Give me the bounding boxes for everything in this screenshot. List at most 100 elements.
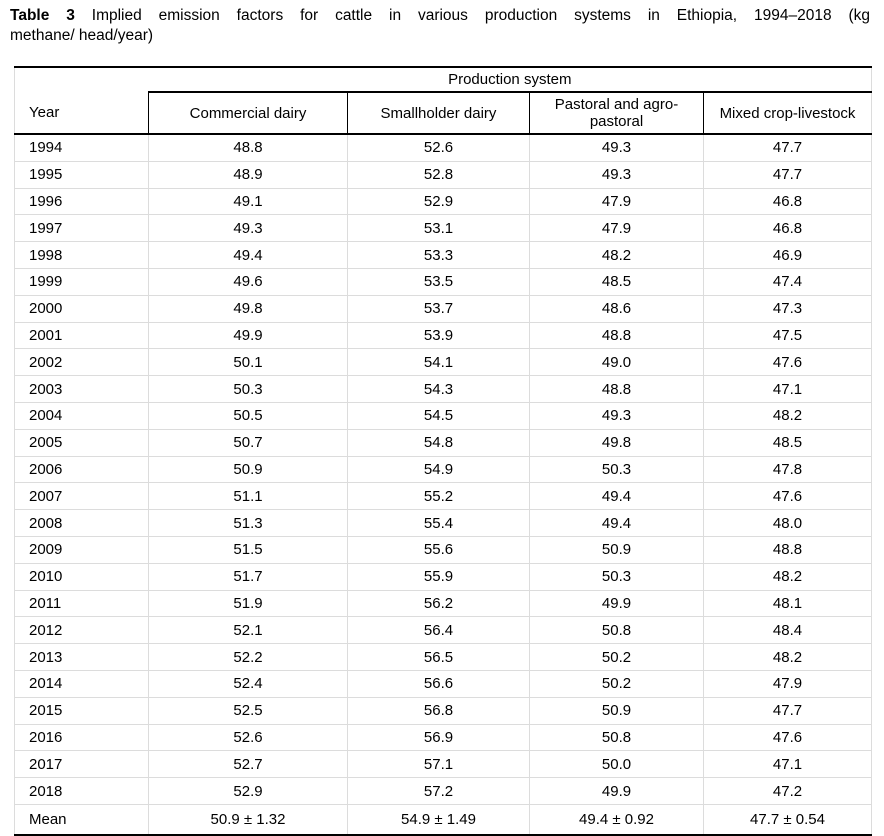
value-cell: 47.8 <box>702 456 872 484</box>
value-cell: 48.0 <box>702 509 872 537</box>
table-row: 2016 52.6 56.9 50.8 47.6 <box>14 724 872 752</box>
table-row: 2017 52.7 57.1 50.0 47.1 <box>14 750 872 779</box>
value-cell: 51.3 <box>148 509 348 537</box>
value-cell: 48.8 <box>148 134 348 162</box>
col-header-pastoral-agro-pastoral: Pastoral and agro-pastoral <box>529 92 704 135</box>
year-cell: 2016 <box>14 724 149 752</box>
value-cell: 52.4 <box>148 670 348 698</box>
value-cell: 50.2 <box>529 643 704 671</box>
table-row: 2018 52.9 57.2 49.9 47.2 <box>14 777 872 805</box>
value-cell: 48.8 <box>529 322 704 350</box>
value-cell: 48.4 <box>702 616 872 645</box>
value-cell: 49.3 <box>529 161 704 189</box>
value-cell: 52.5 <box>148 697 348 725</box>
value-cell: 52.7 <box>148 750 348 779</box>
table-row: 2015 52.5 56.8 50.9 47.7 <box>14 697 872 725</box>
value-cell: 49.4 <box>529 482 704 511</box>
value-cell: 55.4 <box>347 509 530 537</box>
value-cell: 47.1 <box>702 375 872 403</box>
value-cell: 55.9 <box>347 563 530 591</box>
value-cell: 48.8 <box>529 375 704 403</box>
value-cell: 47.5 <box>702 322 872 350</box>
value-cell: 48.6 <box>529 295 704 323</box>
value-cell: 50.8 <box>529 724 704 752</box>
value-cell: 52.6 <box>347 134 530 162</box>
value-cell: 47.3 <box>702 295 872 323</box>
value-cell: 52.9 <box>148 777 348 805</box>
year-cell: 2013 <box>14 643 149 671</box>
mean-row: Mean 50.9 ± 1.32 54.9 ± 1.49 49.4 ± 0.92 47.… <box>15 804 872 835</box>
value-cell: 53.3 <box>347 241 530 269</box>
table-caption: Table 3 Implied emission factors for cat… <box>10 6 870 46</box>
value-cell: 50.5 <box>148 402 348 430</box>
table-row: 1994 48.8 52.6 49.3 47.7 <box>14 134 872 162</box>
value-cell: 50.0 <box>529 750 704 779</box>
value-cell: 50.9 <box>529 697 704 725</box>
value-cell: 47.9 <box>529 188 704 216</box>
value-cell: 55.6 <box>347 536 530 564</box>
value-cell: 56.4 <box>347 616 530 645</box>
value-cell: 47.7 <box>702 161 872 189</box>
table-row: 2002 50.1 54.1 49.0 47.6 <box>14 348 872 377</box>
value-cell: 53.7 <box>347 295 530 323</box>
year-cell: 2009 <box>14 536 149 564</box>
table-caption-line2: methane/ head/year) <box>10 27 154 44</box>
value-cell: 47.9 <box>529 214 704 243</box>
value-cell: 54.9 <box>347 456 530 484</box>
year-cell: 2018 <box>14 777 149 805</box>
value-cell: 54.9 ± 1.49 <box>347 804 530 835</box>
table-row: 1998 49.4 53.3 48.2 46.9 <box>14 241 872 269</box>
year-cell: 1997 <box>14 214 149 243</box>
value-cell: 47.7 ± 0.54 <box>702 804 872 835</box>
value-cell: 48.5 <box>529 268 704 296</box>
value-cell: 49.8 <box>529 429 704 457</box>
value-cell: 53.5 <box>347 268 530 296</box>
value-cell: 48.2 <box>529 241 704 269</box>
value-cell: 54.8 <box>347 429 530 457</box>
table-body: 1994 48.8 52.6 49.3 47.7 1995 48.9 52.8 49.3 47.7… <box>14 134 872 835</box>
table-row: 2012 52.1 56.4 50.8 48.4 <box>14 616 872 645</box>
col-header-smallholder-dairy: Smallholder dairy <box>347 92 530 135</box>
value-cell: 53.9 <box>347 322 530 350</box>
value-cell: 48.5 <box>702 429 872 457</box>
value-cell: 47.7 <box>702 697 872 725</box>
value-cell: 50.2 <box>529 670 704 698</box>
table-caption-label: Table 3 <box>10 7 75 24</box>
year-cell: 2012 <box>14 616 149 645</box>
year-cell: 2006 <box>14 456 149 484</box>
year-cell: 2007 <box>14 482 149 511</box>
col-header-commercial-dairy: Commercial dairy <box>148 92 348 135</box>
table-caption-line1: Table 3 Implied emission factors for cat… <box>10 6 870 26</box>
value-cell: 50.3 <box>529 563 704 591</box>
value-cell: 52.1 <box>148 616 348 645</box>
table-row: 2003 50.3 54.3 48.8 47.1 <box>14 375 872 403</box>
value-cell: 47.7 <box>702 134 872 162</box>
value-cell: 49.8 <box>148 295 348 323</box>
table-row: 1996 49.1 52.9 47.9 46.8 <box>14 188 872 216</box>
value-cell: 56.9 <box>347 724 530 752</box>
value-cell: 46.8 <box>702 214 872 243</box>
year-cell: 2010 <box>14 563 149 591</box>
table-row: 1995 48.9 52.8 49.3 47.7 <box>14 161 872 189</box>
value-cell: 48.1 <box>702 590 872 618</box>
table-row: 2000 49.8 53.7 48.6 47.3 <box>14 295 872 323</box>
value-cell: 49.9 <box>148 322 348 350</box>
year-cell: 2005 <box>14 429 149 457</box>
value-cell: 49.6 <box>148 268 348 296</box>
value-cell: 57.2 <box>347 777 530 805</box>
value-cell: 56.2 <box>347 590 530 618</box>
value-cell: 51.7 <box>148 563 348 591</box>
value-cell: 49.1 <box>148 188 348 216</box>
value-cell: 51.5 <box>148 536 348 564</box>
value-cell: 48.9 <box>148 161 348 189</box>
value-cell: 52.2 <box>148 643 348 671</box>
value-cell: 47.2 <box>702 777 872 805</box>
year-cell: 2017 <box>14 750 149 779</box>
year-cell: 2014 <box>14 670 149 698</box>
year-cell: 1994 <box>14 134 149 162</box>
value-cell: 54.3 <box>347 375 530 403</box>
value-cell: 54.1 <box>347 348 530 377</box>
group-header-row: Production system <box>14 66 872 93</box>
value-cell: 48.2 <box>702 643 872 671</box>
value-cell: 52.9 <box>347 188 530 216</box>
